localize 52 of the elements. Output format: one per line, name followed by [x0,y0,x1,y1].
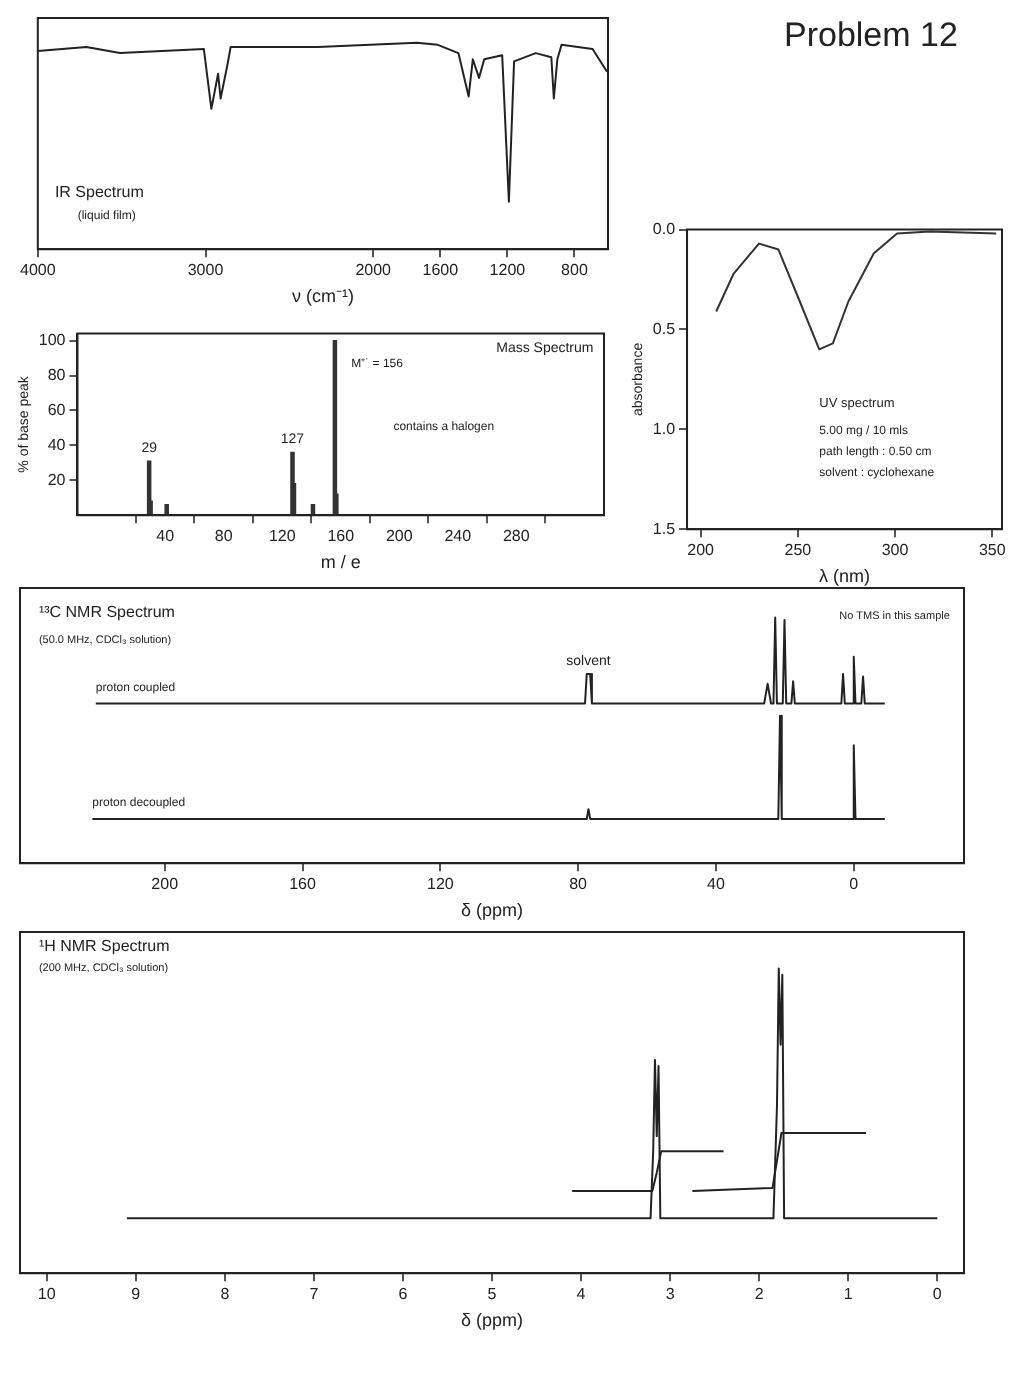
x-tick-label: 160 [289,875,317,894]
annotation: ¹³C NMR Spectrum [38,602,176,621]
text: ¹H NMR Spectrum [38,937,171,956]
x-tick-label: 280 [502,527,531,546]
x-tick-label: 120 [426,875,455,894]
x-axis-title: m / e [320,552,361,573]
annotation: IR Spectrum [54,182,145,201]
y-tick-label: 20 [47,470,67,489]
x-tick-label: 1 [843,1285,854,1304]
x-tick-label: 1200 [489,261,527,280]
x-tick-label: 200 [385,527,414,546]
x-tick-label: 160 [327,527,356,546]
x-axis-title: δ (ppm) [460,900,524,921]
x-axis-title: λ (nm) [819,566,871,587]
x-tick-label: 200 [687,541,716,560]
x-tick-label: 8 [220,1285,231,1304]
x-tick-label: 250 [784,541,813,560]
x-tick-label: 4000 [20,261,57,280]
x-tick-label: 40 [707,875,726,894]
x-tick-label: 6 [398,1285,409,1304]
x-tick-label: 5 [487,1285,498,1304]
x-tick-label: 7 [309,1285,320,1304]
x-tick-label: 200 [151,875,180,894]
x-axis-title: δ (ppm) [460,1310,524,1331]
x-tick-label: 800 [561,261,589,280]
y-tick-label: 1.5 [652,519,677,538]
x-axis-title: ν (cm⁻¹) [291,286,354,307]
x-tick-label: 40 [156,527,176,546]
y-tick-label: 1.0 [652,419,677,438]
x-tick-label: 4 [576,1285,587,1304]
x-tick-label: 0 [849,875,860,894]
x-tick-label: 10 [37,1285,57,1304]
x-tick-label: 9 [131,1285,142,1304]
x-tick-label: 3000 [187,261,225,280]
y-tick-label: 0.5 [652,319,677,338]
x-tick-label: 80 [214,527,234,546]
y-tick-label: 100 [38,330,67,349]
chart-title: Problem 12 [784,16,958,56]
y-tick-label: 60 [47,400,67,419]
y-tick-label: 40 [47,435,67,454]
x-tick-label: 2000 [355,261,393,280]
y-tick-label: 0.0 [652,220,677,239]
x-tick-label: 120 [268,527,297,546]
x-tick-label: 80 [569,875,589,894]
x-tick-label: 240 [444,527,473,546]
x-tick-label: 2 [754,1285,765,1304]
x-tick-label: 1600 [422,261,460,280]
x-tick-label: 350 [978,541,1007,560]
x-tick-label: 300 [881,541,910,560]
x-tick-label: 0 [932,1285,943,1304]
x-tick-label: 3 [665,1285,676,1304]
y-tick-label: 80 [47,365,67,384]
